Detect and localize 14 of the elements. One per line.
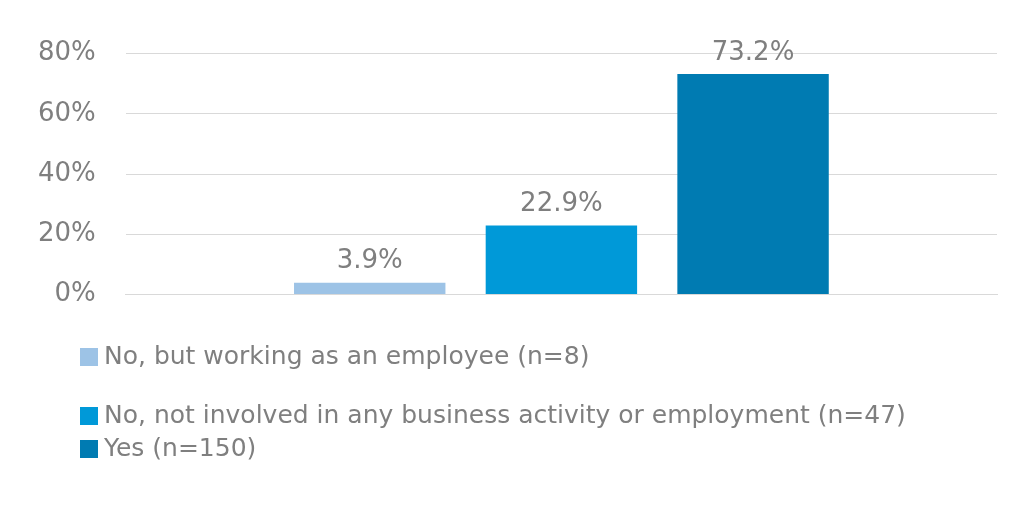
- y-tick-label: 60%: [37, 96, 96, 127]
- data-label: 73.2%: [711, 35, 795, 66]
- bar: [677, 74, 829, 294]
- bar: [294, 282, 446, 294]
- y-tick-label: 40%: [37, 156, 96, 187]
- y-tick-label: 0%: [54, 277, 96, 308]
- y-tick-label: 20%: [37, 216, 96, 247]
- data-label: 3.9%: [336, 244, 403, 275]
- legend-label: Yes (n=150): [104, 432, 257, 463]
- data-label: 22.9%: [520, 187, 603, 218]
- y-tick-label: 80%: [37, 36, 96, 67]
- bar: [485, 225, 638, 294]
- legend-label: No, not involved in any business activity or employment (n=47): [104, 399, 906, 430]
- legend-label: No, but working as an employee (n=8): [104, 340, 590, 371]
